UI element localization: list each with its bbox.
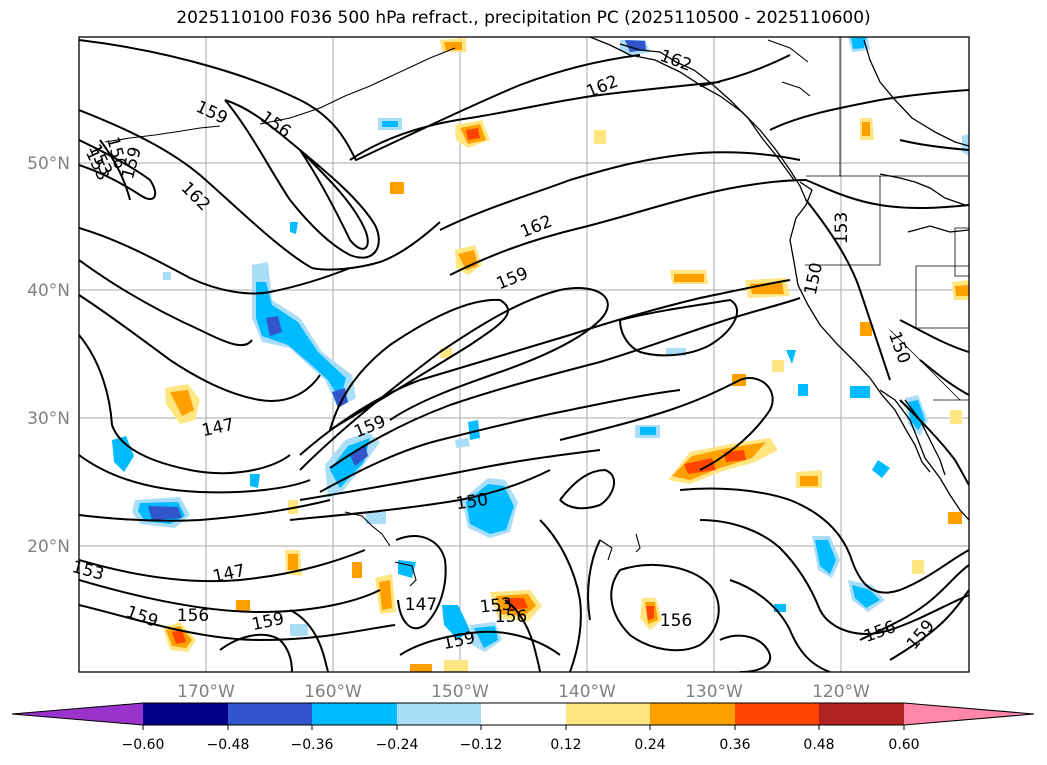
colorbar-segment bbox=[397, 703, 481, 725]
colorbar-extend-high bbox=[904, 703, 1034, 725]
colorbar-tick: −0.12 bbox=[460, 737, 503, 753]
lat-label-40n: 40°N bbox=[27, 281, 70, 301]
colorbar-segment bbox=[735, 703, 819, 725]
colorbar-segment bbox=[566, 703, 650, 725]
colorbar-segment bbox=[143, 703, 228, 725]
colorbar-tick: 0.12 bbox=[550, 737, 581, 753]
refractivity-contours bbox=[79, 39, 969, 672]
contour-label: 156 bbox=[177, 606, 209, 626]
colorbar-extend-low bbox=[12, 703, 143, 725]
colorbar-tick: 0.24 bbox=[634, 737, 665, 753]
colorbar-segment bbox=[228, 703, 312, 725]
lon-label-160w: 160°W bbox=[304, 682, 362, 702]
precip-negative bbox=[112, 37, 969, 652]
map-title: 2025110100 F036 500 hPa refract., precip… bbox=[176, 8, 871, 28]
colorbar-segment bbox=[819, 703, 904, 725]
colorbar-segment bbox=[312, 703, 397, 725]
latitude-labels: 50°N 40°N 30°N 20°N bbox=[27, 154, 70, 557]
lon-label-120w: 120°W bbox=[812, 682, 870, 702]
lat-label-50n: 50°N bbox=[27, 154, 70, 174]
contour-label: 150 bbox=[455, 490, 490, 514]
contour-label: 147 bbox=[405, 595, 437, 615]
lon-label-170w: 170°W bbox=[177, 682, 235, 702]
colorbar-segment bbox=[481, 703, 566, 725]
state-borders bbox=[805, 37, 969, 401]
contour-label: 156 bbox=[495, 607, 527, 627]
lat-label-20n: 20°N bbox=[27, 537, 70, 557]
islands bbox=[104, 39, 811, 587]
lon-label-130w: 130°W bbox=[685, 682, 743, 702]
contour-label: 153 bbox=[832, 212, 852, 244]
lon-label-150w: 150°W bbox=[431, 682, 489, 702]
colorbar-tick: −0.36 bbox=[291, 737, 334, 753]
colorbar-tick: 0.48 bbox=[803, 737, 834, 753]
colorbar-segment bbox=[650, 703, 735, 725]
contour-label: 156 bbox=[660, 611, 692, 631]
longitude-labels: 170°W 160°W 150°W 140°W 130°W 120°W bbox=[177, 682, 870, 702]
colorbar-tick: −0.24 bbox=[376, 737, 419, 753]
colorbar-tick: −0.48 bbox=[207, 737, 250, 753]
precip-positive bbox=[163, 38, 969, 672]
colorbar: −0.60 −0.48 −0.36 −0.24 −0.12 0.12 0.24 … bbox=[11, 702, 1035, 753]
colorbar-tick: −0.60 bbox=[122, 737, 165, 753]
colorbar-tick: 0.60 bbox=[888, 737, 919, 753]
lat-label-30n: 30°N bbox=[27, 409, 70, 429]
contour-label: 153 bbox=[479, 594, 513, 617]
map-frame bbox=[78, 36, 970, 673]
lon-label-140w: 140°W bbox=[558, 682, 616, 702]
colorbar-tick: 0.36 bbox=[719, 737, 750, 753]
